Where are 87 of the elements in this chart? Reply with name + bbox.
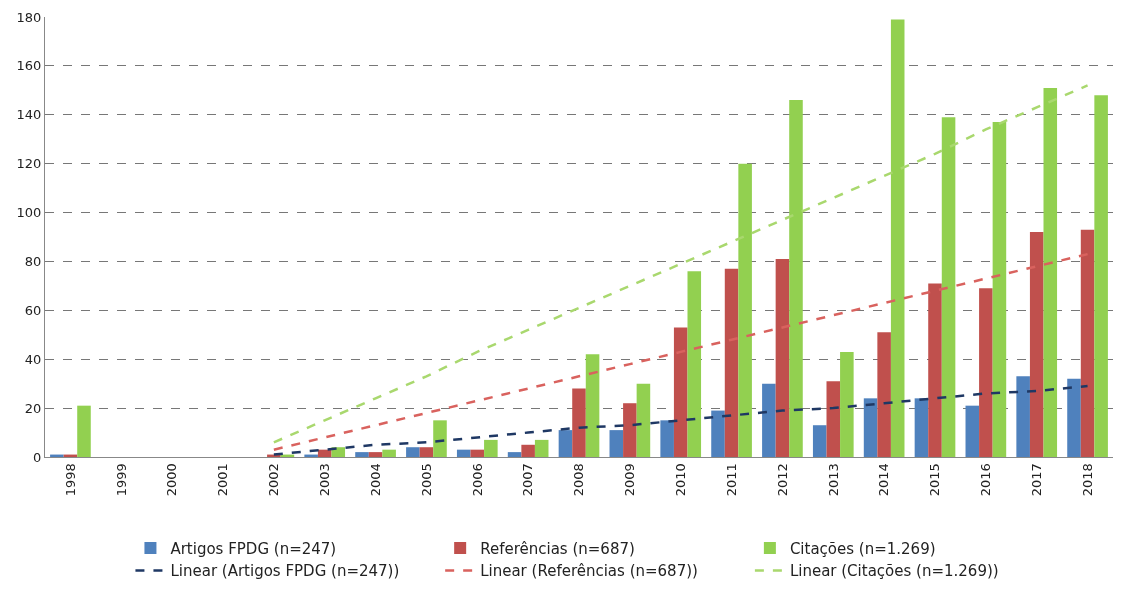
bar	[840, 351, 854, 457]
bar	[623, 403, 637, 457]
bar	[789, 100, 803, 457]
bar	[572, 388, 586, 457]
bar	[1080, 229, 1095, 457]
x-tick-label: 2001	[215, 463, 231, 497]
y-tick-label: 140	[16, 107, 42, 123]
bar	[687, 271, 702, 457]
bar	[863, 398, 878, 457]
bar	[382, 449, 396, 457]
y-tick-label: 120	[16, 156, 42, 172]
bar	[521, 444, 535, 457]
x-tick-label: 2016	[978, 463, 994, 497]
legend-label: Artigos FPDG (n=247)	[170, 539, 337, 558]
x-tick-label: 1999	[113, 463, 129, 497]
bar	[890, 19, 905, 457]
y-tick-label: 80	[24, 253, 42, 269]
x-tick-label: 2013	[825, 463, 841, 497]
x-tick-label: 2008	[571, 463, 587, 497]
bar	[609, 430, 624, 457]
bar	[738, 163, 752, 457]
y-tick-label: 180	[16, 9, 42, 25]
bar	[965, 405, 980, 457]
bar	[914, 398, 929, 457]
bar	[724, 268, 739, 457]
y-tick-label: 40	[24, 351, 42, 367]
legend-label: Linear (Artigos FPDG (n=247))	[170, 562, 400, 581]
bar	[419, 447, 434, 457]
bar	[711, 410, 725, 457]
x-tick-label: 2014	[876, 463, 892, 497]
bar	[941, 117, 956, 457]
bar	[992, 122, 1007, 457]
bar	[812, 425, 827, 457]
bar	[775, 259, 790, 457]
bar	[406, 447, 420, 457]
y-tick-label: 0	[33, 449, 42, 465]
x-tick-label: 2018	[1079, 463, 1095, 497]
line-series	[272, 84, 1089, 444]
bar	[636, 383, 651, 457]
bar	[456, 449, 471, 457]
line-series	[272, 384, 1089, 456]
bar	[368, 452, 383, 457]
bar	[660, 420, 674, 457]
bar	[585, 354, 600, 457]
y-tick-label: 100	[16, 205, 42, 221]
x-tick-label: 2006	[469, 463, 485, 497]
bar	[507, 452, 522, 457]
legend-label: Linear (Referências (n=687))	[480, 562, 698, 581]
x-tick-label: 2002	[266, 463, 282, 497]
y-tick-label: 160	[16, 58, 42, 74]
x-tick-label: 1998	[62, 463, 78, 497]
bar	[673, 327, 688, 457]
y-tick-label: 60	[24, 302, 42, 318]
x-tick-label: 2003	[316, 463, 332, 497]
bar	[558, 430, 573, 457]
bar	[470, 449, 485, 457]
bar	[317, 449, 332, 457]
bar	[77, 405, 91, 457]
bar	[355, 452, 369, 457]
bar	[877, 332, 891, 457]
bar	[1016, 376, 1030, 457]
x-tick-label: 2004	[367, 463, 383, 497]
bar	[1029, 232, 1044, 457]
bar	[1094, 95, 1108, 457]
bar	[534, 439, 549, 457]
x-tick-label: 2000	[164, 463, 180, 497]
x-tick-label: 2012	[774, 463, 790, 497]
legend-label: Linear (Citações (n=1.269))	[789, 562, 999, 581]
bar	[979, 288, 993, 457]
x-tick-label: 2017	[1028, 463, 1044, 497]
x-tick-label: 2007	[520, 463, 536, 497]
bar	[928, 283, 942, 457]
x-tick-label: 2005	[418, 463, 434, 497]
line-series	[272, 252, 1089, 451]
x-tick-label: 2011	[723, 463, 739, 497]
bar	[826, 381, 841, 457]
bar	[1067, 378, 1081, 457]
legend-label: Citações (n=1.269)	[789, 539, 936, 558]
y-tick-label: 20	[24, 400, 42, 416]
bar	[484, 439, 498, 457]
bar	[762, 383, 776, 457]
x-tick-label: 2015	[927, 463, 943, 497]
x-tick-label: 2010	[672, 463, 688, 497]
legend-label: Referências (n=687)	[480, 539, 635, 558]
bar	[1043, 87, 1058, 457]
x-tick-label: 2009	[622, 463, 638, 497]
bar	[433, 420, 447, 457]
